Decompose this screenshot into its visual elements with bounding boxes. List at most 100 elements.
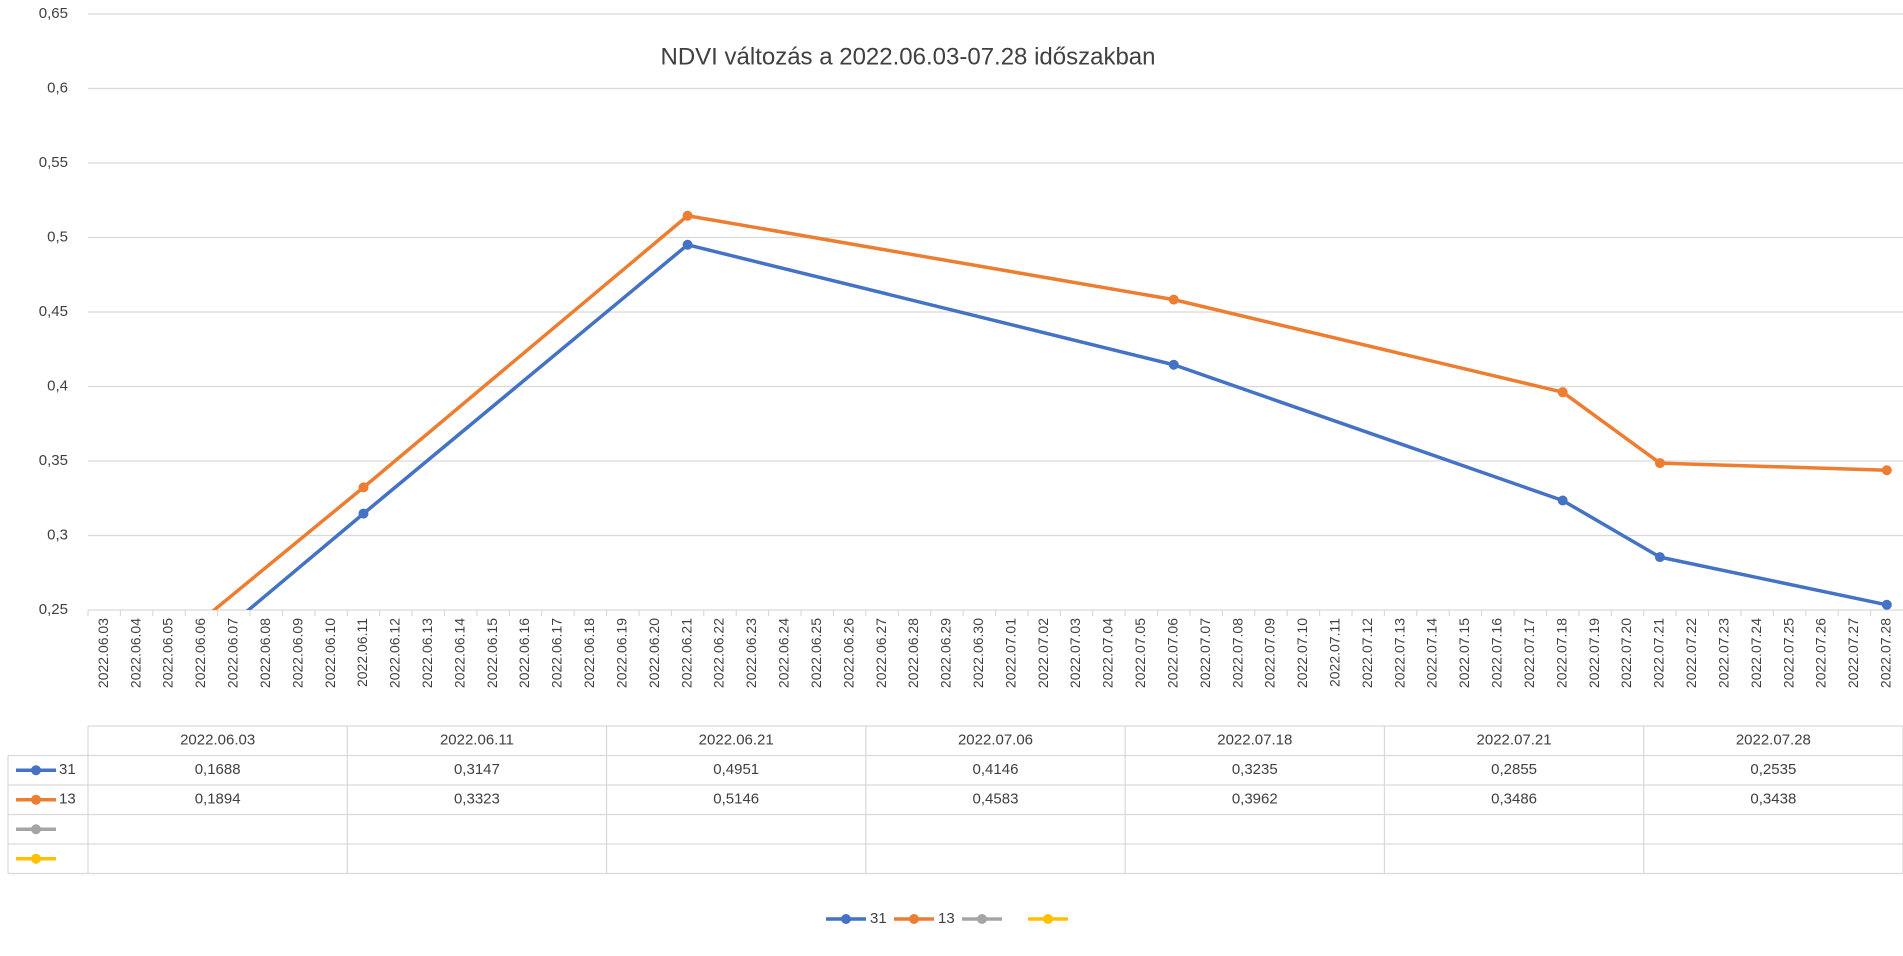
table-cell: 0,4146 (973, 761, 1019, 778)
x-tick-label: 2022.06.11 (354, 618, 370, 687)
table-header: 2022.06.21 (699, 732, 774, 749)
data-point (99, 695, 109, 705)
legend-marker (31, 853, 41, 864)
data-point (1654, 552, 1665, 563)
x-tick-label: 2022.06.10 (322, 618, 338, 688)
x-tick-label: 2022.07.01 (1002, 618, 1018, 688)
y-tick-label: 0,3 (47, 526, 68, 543)
table-cell: 0,4951 (713, 761, 759, 778)
chart-title: NDVI változás a 2022.06.03-07.28 időszak… (661, 43, 1156, 70)
data-point (99, 726, 109, 736)
x-tick-label: 2022.07.13 (1391, 618, 1407, 688)
x-tick-label: 2022.07.24 (1748, 618, 1764, 688)
data-point (358, 482, 369, 493)
x-tick-label: 2022.06.08 (257, 618, 273, 688)
table-cell: 0,3323 (454, 791, 500, 808)
legend-label: 13 (938, 910, 955, 927)
x-tick-label: 2022.07.17 (1521, 618, 1537, 688)
x-tick-label: 2022.06.06 (192, 618, 208, 688)
x-tick-label: 2022.07.25 (1780, 618, 1796, 688)
x-tick-label: 2022.06.04 (127, 618, 143, 688)
x-tick-label: 2022.06.22 (711, 618, 727, 688)
x-tick-label: 2022.06.03 (95, 618, 111, 688)
x-tick-label: 2022.07.02 (1035, 618, 1051, 688)
x-tick-label: 2022.06.19 (613, 618, 629, 688)
table-header: 2022.07.18 (1217, 732, 1292, 749)
table-cell: 0,1894 (195, 791, 241, 808)
x-tick-label: 2022.07.14 (1424, 618, 1440, 688)
x-tick-label: 2022.07.05 (1132, 618, 1148, 688)
table-header: 2022.07.28 (1736, 732, 1811, 749)
data-point (1557, 387, 1568, 398)
x-tick-label: 2022.06.05 (160, 618, 176, 688)
data-point (1654, 458, 1665, 469)
x-tick-label: 2022.06.29 (938, 618, 954, 688)
table-cell: 0,3486 (1491, 791, 1537, 808)
x-tick-label: 2022.07.16 (1489, 618, 1505, 688)
table-cell: 0,3235 (1232, 761, 1278, 778)
table-cell: 0,2535 (1750, 761, 1796, 778)
x-tick-label: 2022.07.11 (1327, 618, 1343, 687)
x-tick-label: 2022.06.27 (873, 618, 889, 688)
table-header: 2022.07.06 (958, 732, 1033, 749)
data-point (1168, 294, 1179, 305)
table-header: 2022.07.21 (1477, 732, 1552, 749)
legend-marker (977, 914, 987, 924)
x-tick-label: 2022.06.24 (776, 618, 792, 688)
x-tick-label: 2022.07.22 (1683, 618, 1699, 688)
x-tick-label: 2022.06.28 (905, 618, 921, 688)
x-tick-label: 2022.06.20 (646, 618, 662, 688)
x-tick-label: 2022.07.10 (1294, 618, 1310, 688)
table-cell: 0,1688 (195, 761, 241, 778)
x-tick-label: 2022.06.15 (484, 618, 500, 688)
y-tick-label: 0,55 (39, 154, 68, 171)
x-tick-label: 2022.07.27 (1845, 618, 1861, 688)
x-tick-label: 2022.07.19 (1586, 618, 1602, 688)
data-point (682, 210, 693, 221)
y-tick-label: 0,25 (39, 601, 68, 618)
legend-marker (31, 824, 41, 835)
data-point (1881, 465, 1892, 476)
legend-marker (909, 914, 919, 924)
table-cell: 0,3962 (1232, 791, 1278, 808)
y-tick-label: 0,5 (47, 228, 68, 245)
x-tick-label: 2022.07.15 (1456, 618, 1472, 688)
x-tick-label: 2022.06.25 (808, 618, 824, 688)
table-cell: 0,2855 (1491, 761, 1537, 778)
y-tick-label: 0,65 (39, 5, 68, 22)
x-tick-label: 2022.06.14 (451, 618, 467, 688)
legend-marker (31, 794, 41, 805)
x-tick-label: 2022.06.07 (225, 618, 241, 688)
table-cell: 0,3147 (454, 761, 500, 778)
x-tick-label: 2022.07.21 (1651, 618, 1667, 688)
x-tick-label: 2022.06.21 (678, 618, 694, 688)
x-tick-label: 2022.06.26 (840, 618, 856, 688)
table-header: 2022.06.11 (440, 732, 514, 749)
data-point (1168, 359, 1179, 370)
x-tick-label: 2022.06.12 (387, 618, 403, 688)
legend-marker (1043, 914, 1053, 924)
x-tick-label: 2022.07.12 (1359, 618, 1375, 688)
x-tick-label: 2022.07.08 (1229, 618, 1245, 688)
table-cell: 0,4583 (973, 791, 1019, 808)
x-tick-label: 2022.07.23 (1715, 618, 1731, 688)
x-tick-label: 2022.06.09 (289, 618, 305, 688)
table-series-name: 13 (59, 791, 76, 808)
x-tick-label: 2022.07.20 (1618, 618, 1634, 688)
data-point (1881, 599, 1892, 610)
x-tick-label: 2022.07.03 (1067, 618, 1083, 688)
x-tick-label: 2022.07.26 (1813, 618, 1829, 688)
x-tick-label: 2022.07.04 (1100, 618, 1116, 688)
x-tick-label: 2022.06.17 (549, 618, 565, 688)
x-tick-label: 2022.07.28 (1877, 618, 1893, 688)
x-tick-label: 2022.06.18 (581, 618, 597, 688)
y-tick-label: 0,6 (47, 79, 68, 96)
y-tick-label: 0,45 (39, 303, 68, 320)
legend-marker (31, 765, 41, 776)
x-tick-label: 2022.06.30 (970, 618, 986, 688)
x-tick-label: 2022.06.13 (419, 618, 435, 688)
plot-area (99, 210, 1892, 736)
x-tick-label: 2022.07.06 (1164, 618, 1180, 688)
